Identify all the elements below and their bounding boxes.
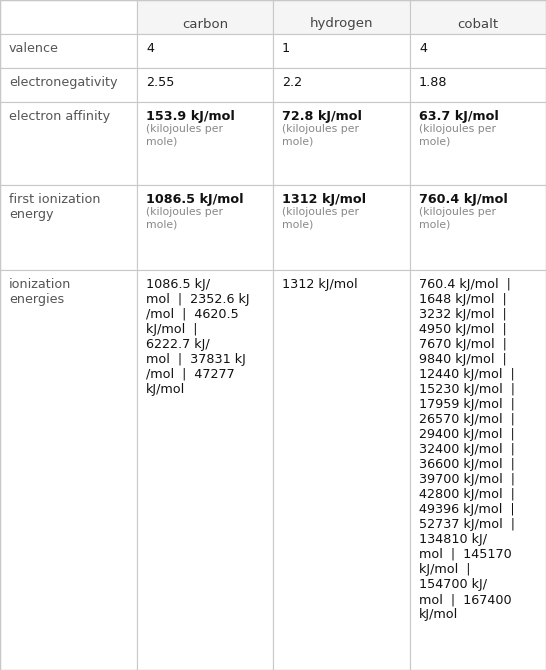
Text: valence: valence [9,42,59,55]
Text: 1: 1 [282,42,290,55]
Text: 1086.5 kJ/mol: 1086.5 kJ/mol [146,193,244,206]
Text: 63.7 kJ/mol: 63.7 kJ/mol [419,110,499,123]
Bar [273,0,410,34]
Bar [273,102,410,185]
Bar [273,270,410,670]
Bar [410,34,546,68]
Text: carbon: carbon [182,17,228,31]
Text: 760.4 kJ/mol: 760.4 kJ/mol [419,193,508,206]
Text: (kilojoules per
mole): (kilojoules per mole) [419,125,496,146]
Text: electronegativity: electronegativity [9,76,117,89]
Text: (kilojoules per
mole): (kilojoules per mole) [282,125,359,146]
Bar [137,185,273,270]
Bar [410,185,546,270]
Text: 2.55: 2.55 [146,76,174,89]
Bar [0,185,137,270]
Bar [273,34,410,68]
Text: (kilojoules per
mole): (kilojoules per mole) [146,208,223,229]
Text: 2.2: 2.2 [282,76,302,89]
Bar [273,68,410,102]
Text: 72.8 kJ/mol: 72.8 kJ/mol [282,110,362,123]
Bar [0,102,137,185]
Text: (kilojoules per
mole): (kilojoules per mole) [419,208,496,229]
Bar [0,270,137,670]
Text: cobalt: cobalt [458,17,498,31]
Text: ionization
energies: ionization energies [9,278,72,306]
Text: 1312 kJ/mol: 1312 kJ/mol [282,193,366,206]
Bar [410,0,546,34]
Text: hydrogen: hydrogen [310,17,373,31]
Bar [137,68,273,102]
Text: 1086.5 kJ/
mol  |  2352.6 kJ
/mol  |  4620.5
kJ/mol  |
6222.7 kJ/
mol  |  37831 : 1086.5 kJ/ mol | 2352.6 kJ /mol | 4620.5… [146,278,250,396]
Text: 760.4 kJ/mol  |
1648 kJ/mol  |
3232 kJ/mol  |
4950 kJ/mol  |
7670 kJ/mol  |
9840: 760.4 kJ/mol | 1648 kJ/mol | 3232 kJ/mol… [419,278,515,621]
Bar [0,68,137,102]
Bar [410,102,546,185]
Text: 4: 4 [146,42,154,55]
Bar [0,34,137,68]
Text: (kilojoules per
mole): (kilojoules per mole) [146,125,223,146]
Text: 4: 4 [419,42,427,55]
Bar [273,185,410,270]
Text: electron affinity: electron affinity [9,110,110,123]
Bar [137,0,273,34]
Text: (kilojoules per
mole): (kilojoules per mole) [282,208,359,229]
Text: 1.88: 1.88 [419,76,448,89]
Bar [137,34,273,68]
Text: first ionization
energy: first ionization energy [9,193,100,221]
Bar [137,270,273,670]
Text: 153.9 kJ/mol: 153.9 kJ/mol [146,110,235,123]
Text: 1312 kJ/mol: 1312 kJ/mol [282,278,358,291]
Bar [410,270,546,670]
Bar [0,0,137,34]
Bar [137,102,273,185]
Bar [410,68,546,102]
